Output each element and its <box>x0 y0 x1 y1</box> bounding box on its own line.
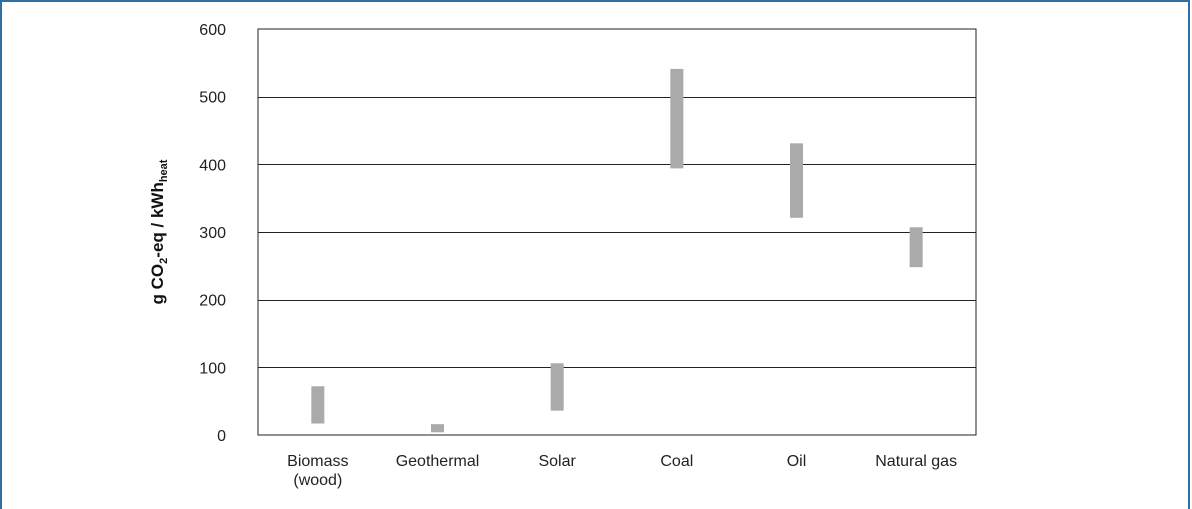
range-bar <box>311 386 325 424</box>
y-tick-label: 0 <box>217 428 226 445</box>
y-tick-label: 600 <box>199 22 226 39</box>
y-tick-label: 500 <box>199 90 226 107</box>
y-axis-label: g CO2-eq / kWhheat <box>148 159 170 304</box>
range-bar <box>790 143 803 218</box>
y-tick-label: 200 <box>199 293 226 310</box>
x-tick-label: Biomass (wood) <box>287 453 348 489</box>
x-tick-label: Solar <box>538 453 576 470</box>
grid-layer <box>257 28 977 436</box>
x-tick-label: Natural gas <box>875 453 957 470</box>
x-tick-labels: Biomass (wood) Geothermal Solar Coal Oil Natur… <box>287 453 957 489</box>
y-tick-labels: 0 100 200 300 400 500 600 <box>199 22 226 445</box>
y-tick-label: 400 <box>199 157 226 174</box>
range-bar <box>550 363 564 411</box>
range-bar <box>670 68 684 169</box>
x-tick-label: Oil <box>787 453 807 470</box>
y-tick-label: 300 <box>199 225 226 242</box>
x-tick-label: Geothermal <box>396 453 480 470</box>
x-tick-label: Coal <box>660 453 693 470</box>
range-bar <box>909 227 923 268</box>
y-tick-label: 100 <box>199 360 226 377</box>
range-bar <box>431 424 444 433</box>
bar-layer <box>311 68 923 433</box>
